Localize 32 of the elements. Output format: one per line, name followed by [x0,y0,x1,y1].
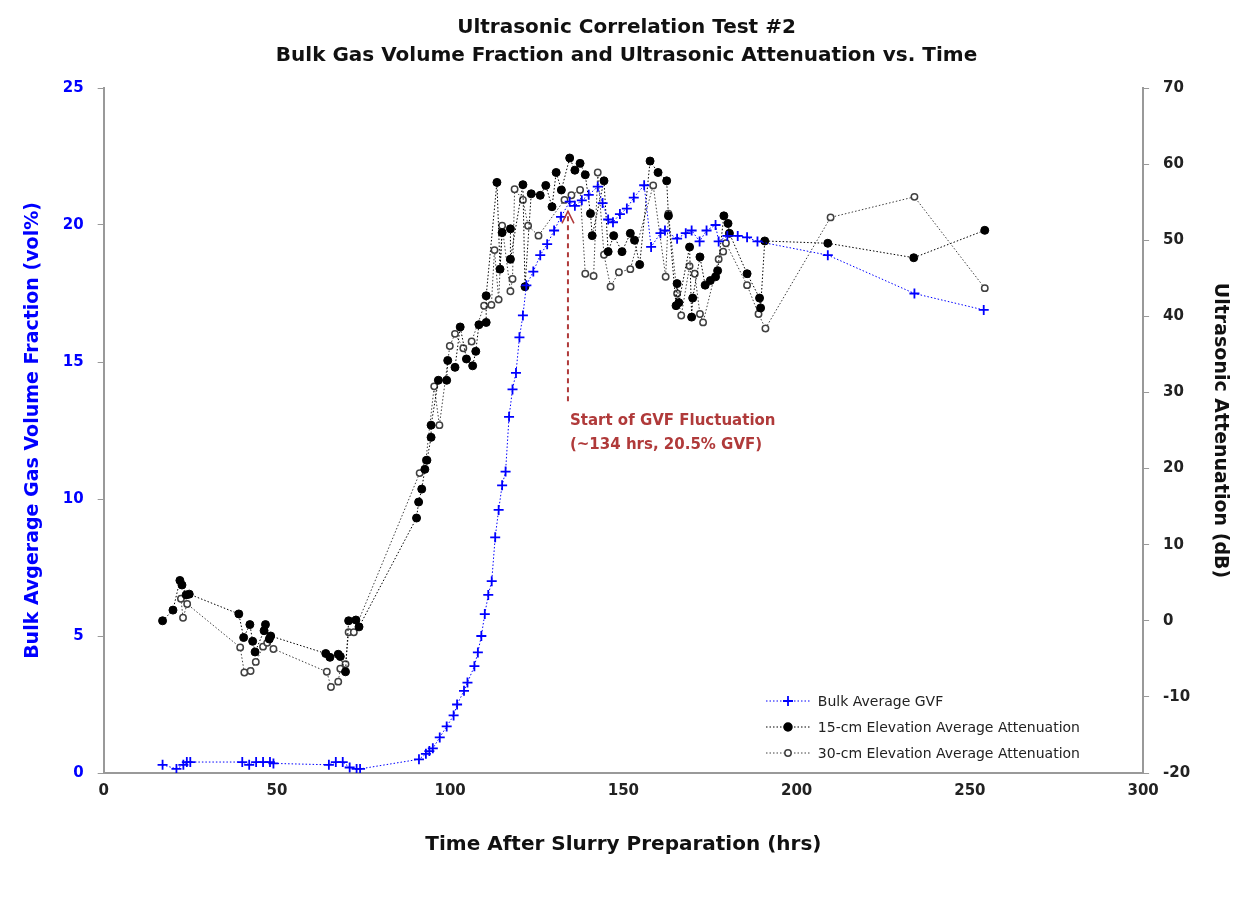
chart-subtitle: Bulk Gas Volume Fraction and Ultrasonic Attenuation vs. Time [275,42,978,67]
annotation: Start of GVF Fluctuation (~134 hrs, 20.5% GVF) [569,411,776,454]
legend-label: 15-cm Elevation Average Attenuation [817,719,1080,735]
chart-title: Ultrasonic Correlation Test #2 [457,14,796,39]
x-tick-label: 200 [780,780,813,799]
x-tick-label: 50 [266,780,288,799]
y-tick-label: 15 [62,351,84,370]
y2-tick-label: 0 [1163,610,1174,629]
y-tick-label: 20 [62,214,84,233]
x-axis-title: Time After Slurry Preparation (hrs) [425,831,822,856]
x-tick-label: 250 [954,780,986,799]
x-tick-label: 100 [434,780,466,799]
y2-tick-label: 40 [1163,306,1184,325]
y2-tick-label: 60 [1163,154,1184,172]
x-tick-label: 0 [98,780,109,799]
y2-tick-label: 20 [1163,458,1184,477]
y2-tick-label: 50 [1163,230,1184,249]
y2-tick-label: -10 [1163,686,1191,705]
y2-tick-label: 70 [1163,77,1184,96]
legend-label: Bulk Average GVF [817,693,944,709]
y-tick-label: 10 [62,488,84,507]
y2-tick-label: 10 [1163,534,1184,553]
legend-label: 30-cm Elevation Average Attenuation [817,745,1080,761]
y2-axis-title: Ultrasonic Attenuation (dB) [1210,282,1233,579]
y-tick-label: 0 [73,762,84,781]
y-tick-label: 5 [73,625,84,644]
y2-tick-label: -20 [1163,762,1191,781]
y-axis-title: Bulk Avgerage Gas Volume Fraction (vol%) [20,202,43,659]
x-tick-label: 150 [607,780,640,799]
y2-tick-label: 30 [1163,382,1184,401]
x-tick-label: 300 [1127,780,1159,799]
y-tick-label: 25 [62,77,84,96]
